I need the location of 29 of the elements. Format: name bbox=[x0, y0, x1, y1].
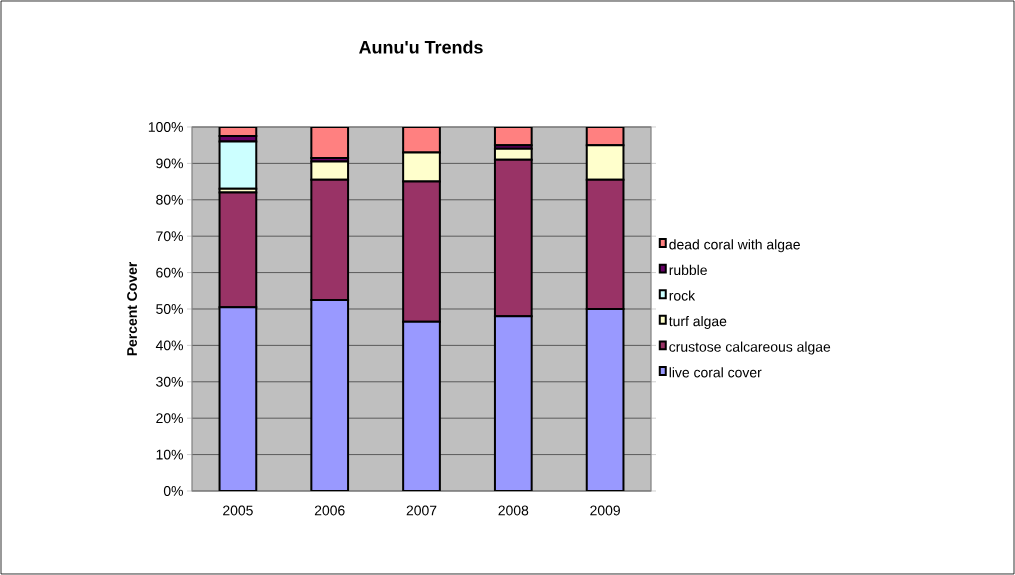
x-tick-label: 2006 bbox=[314, 505, 345, 516]
y-tick-label: 30% bbox=[156, 376, 183, 387]
legend-label: rubble bbox=[669, 264, 707, 276]
y-tick-label: 60% bbox=[156, 267, 183, 278]
y-tick-label: 100% bbox=[148, 122, 183, 132]
y-tick-label: 80% bbox=[156, 194, 183, 205]
legend-label: rock bbox=[669, 290, 696, 301]
legend-label: dead coral with algae bbox=[669, 239, 800, 253]
legend-label: live coral cover bbox=[669, 367, 762, 378]
y-tick-label: 0% bbox=[163, 486, 183, 496]
x-tick-label: 2005 bbox=[223, 505, 253, 516]
x-tick-label: 2008 bbox=[498, 505, 529, 516]
y-tick-label: 50% bbox=[156, 304, 183, 314]
chart-title: Aunu'u Trends bbox=[359, 40, 483, 54]
legend-label: turf algae bbox=[668, 315, 727, 329]
bar bbox=[310, 298, 350, 491]
bar bbox=[218, 306, 258, 491]
x-tick-label: 2009 bbox=[590, 505, 620, 516]
y-tick-label: 90% bbox=[156, 158, 183, 169]
legend-label: crustose calcareous algae bbox=[669, 341, 831, 355]
bar bbox=[493, 315, 533, 491]
bar bbox=[585, 307, 625, 491]
bar bbox=[402, 320, 441, 491]
y-tick-label: 10% bbox=[156, 449, 183, 460]
y-tick-label: 40% bbox=[155, 340, 183, 351]
y-tick-label: 70% bbox=[156, 231, 183, 242]
y-tick-label: 20% bbox=[156, 413, 183, 424]
x-tick-label: 2007 bbox=[406, 505, 437, 516]
y-axis-title: Percent Cover bbox=[127, 261, 137, 356]
